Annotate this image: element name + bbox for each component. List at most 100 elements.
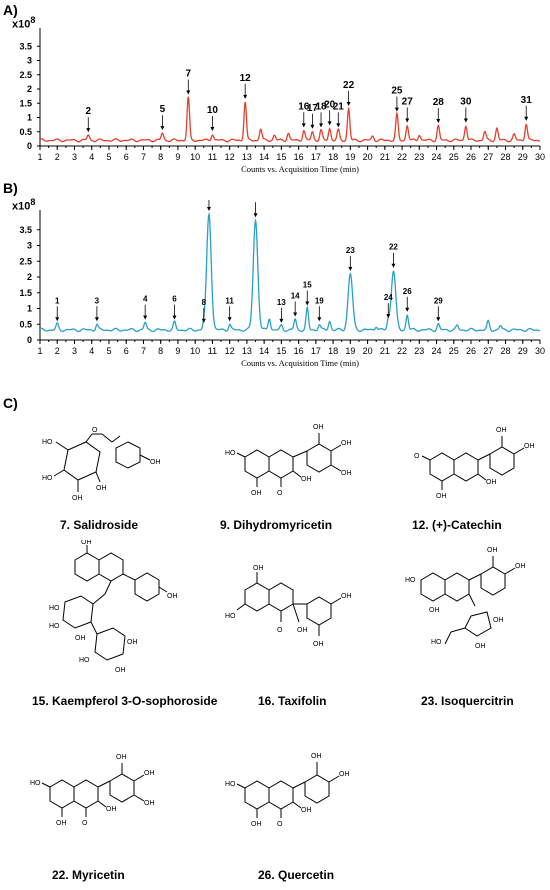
peak-label: 30	[460, 96, 472, 107]
peak-arrowhead	[394, 107, 399, 112]
svg-text:OH: OH	[339, 771, 350, 778]
svg-text:OH: OH	[313, 424, 324, 431]
svg-text:OH: OH	[72, 495, 83, 502]
peak-arrowhead	[201, 318, 206, 323]
x-tick-label: 27	[483, 152, 493, 162]
peak-arrowhead	[436, 317, 441, 322]
peak-label: 28	[433, 97, 445, 108]
x-tick-label: 15	[276, 346, 286, 356]
x-tick-label: 2	[55, 152, 60, 162]
x-axis-title: Counts vs. Acquisition Time (min)	[241, 164, 359, 174]
y-tick-label: 1.5	[19, 288, 32, 298]
x-tick-label: 12	[225, 346, 235, 356]
y-tick-label: 3	[27, 56, 32, 66]
x-tick-label: 9	[175, 152, 180, 162]
x-tick-label: 7	[141, 346, 146, 356]
svg-text:OH: OH	[487, 547, 498, 554]
svg-text:HO: HO	[49, 605, 60, 612]
svg-text:OH: OH	[301, 476, 312, 483]
peak-label: 9	[253, 200, 258, 201]
x-tick-label: 22	[397, 346, 407, 356]
x-tick-label: 25	[449, 152, 459, 162]
x-tick-label: 4	[89, 346, 94, 356]
svg-text:OH: OH	[475, 643, 486, 650]
peak-arrowhead	[405, 307, 410, 312]
x-tick-label: 28	[501, 346, 511, 356]
y-tick-label: 1.5	[19, 98, 32, 108]
x-tick-label: 13	[242, 152, 252, 162]
svg-text:OH: OH	[524, 443, 535, 450]
peak-arrowhead	[386, 314, 391, 319]
svg-text:OH: OH	[429, 607, 440, 614]
panel-b-multiplier: x10	[12, 200, 31, 213]
panel-a-magnitude: x108	[12, 15, 35, 31]
svg-text:OH: OH	[81, 540, 92, 546]
x-tick-label: 17	[311, 152, 321, 162]
x-tick-label: 3	[72, 152, 77, 162]
peak-arrowhead	[305, 301, 310, 306]
x-tick-label: 24	[432, 346, 442, 356]
peak-label: 13	[277, 298, 286, 307]
x-tick-label: 24	[432, 152, 442, 162]
compound-name-catechin: 12. (+)-Catechin	[412, 518, 502, 532]
peak-arrowhead	[210, 127, 215, 132]
svg-text:HO: HO	[79, 657, 90, 664]
svg-text:HO: HO	[225, 613, 236, 620]
x-tick-label: 15	[276, 152, 286, 162]
svg-text:OH: OH	[311, 753, 322, 760]
svg-text:O: O	[277, 821, 283, 828]
y-tick-label: 3.5	[19, 225, 32, 235]
peak-label: 27	[402, 96, 414, 107]
svg-text:OH: OH	[144, 770, 155, 777]
y-tick-label: 1	[27, 304, 32, 314]
compound-name-kaempferol-sophoroside: 15. Kaempferol 3-O-sophoroside	[32, 694, 218, 708]
x-tick-label: 14	[259, 346, 269, 356]
peak-arrowhead	[172, 315, 177, 320]
peak-arrowhead	[336, 123, 341, 128]
svg-text:OH: OH	[486, 479, 497, 486]
svg-text:OH: OH	[251, 821, 262, 828]
x-tick-label: 13	[242, 346, 252, 356]
peak-label: 20	[324, 99, 336, 110]
x-tick-label: 18	[328, 346, 338, 356]
peak-arrowhead	[279, 318, 284, 323]
y-tick-label: 3.5	[19, 41, 32, 51]
svg-text:HO: HO	[30, 780, 41, 787]
x-tick-label: 22	[397, 152, 407, 162]
svg-text:OH: OH	[313, 641, 324, 648]
svg-text:O: O	[277, 627, 283, 634]
svg-text:OH: OH	[116, 754, 127, 761]
x-tick-label: 11	[208, 346, 217, 356]
svg-text:HO: HO	[431, 639, 442, 646]
y-tick-label: 2.5	[19, 256, 32, 266]
y-tick-label: 0.5	[19, 319, 32, 329]
structure-catechin: OH OH O OH OH	[414, 427, 535, 500]
panel-a-multiplier: x10	[12, 18, 31, 31]
svg-text:OH: OH	[341, 440, 352, 447]
peak-label: 16	[298, 101, 310, 112]
y-tick-label: 2	[27, 272, 32, 282]
x-tick-label: 19	[345, 152, 355, 162]
x-tick-label: 4	[89, 152, 94, 162]
compound-name-dihydromyricetin: 9. Dihydromyricetin	[220, 518, 333, 532]
svg-text:OH: OH	[75, 635, 86, 642]
panel-a-exponent: 8	[30, 15, 36, 25]
x-tick-label: 21	[380, 346, 390, 356]
structure-isoquercitrin: OH OH HO OH OH HO OH	[405, 547, 526, 650]
y-tick-label: 0	[27, 141, 32, 151]
svg-text:OH: OH	[115, 667, 126, 674]
svg-text:OH: OH	[436, 493, 447, 500]
svg-text:OH: OH	[341, 593, 352, 600]
peak-arrowhead	[319, 123, 324, 128]
peak-label: 29	[434, 296, 443, 305]
x-tick-label: 8	[158, 346, 163, 356]
panel-b-letter: B)	[3, 180, 18, 196]
x-tick-label: 29	[518, 346, 528, 356]
svg-text:O: O	[92, 427, 98, 434]
panel-b-magnitude: x108	[12, 197, 35, 213]
peak-label: 4	[143, 295, 148, 304]
y-tick-label: 3	[27, 241, 32, 251]
peak-label: 19	[315, 296, 324, 305]
chromatogram-b: 00.511.522.533.51 2 3 4 5 6 7 8 9 10 11 12 13 14 15 16 1…	[19, 200, 545, 368]
x-tick-label: 6	[124, 152, 129, 162]
